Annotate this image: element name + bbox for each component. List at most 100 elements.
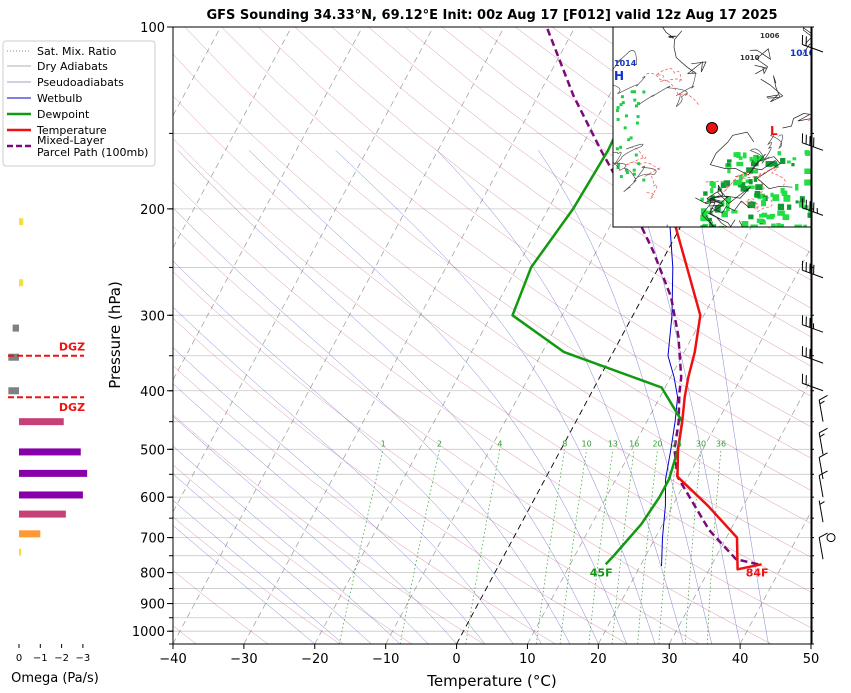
pseudoadiabat (173, 525, 315, 644)
map-precip (761, 200, 766, 207)
barb-full (818, 532, 828, 538)
map-precip (746, 167, 754, 174)
barb-full (818, 470, 828, 476)
mixing-ratio-line (611, 449, 635, 644)
map-contour (613, 50, 646, 95)
map-precip (633, 98, 637, 102)
map-precip (637, 162, 641, 166)
barb-full (818, 395, 828, 401)
map-precip (777, 210, 785, 216)
isotherm-line (243, 27, 576, 644)
map-precip (633, 90, 637, 94)
barb-half (819, 400, 825, 405)
barb-full (818, 427, 828, 434)
omega-bar (12, 324, 19, 332)
mixing-ratio-labels: 1 2 4 8 10 13 16 20 24 30 36 (381, 439, 726, 448)
legend-label: Wetbulb (37, 92, 82, 105)
mixing-ratio-label: 2 (437, 439, 442, 448)
barb-full (801, 133, 804, 143)
barb-full (805, 347, 807, 357)
map-precip (735, 152, 741, 158)
pseudoadiabat (173, 347, 486, 644)
barb-full (809, 263, 811, 273)
dry-adiabat (221, 27, 811, 459)
pseudoadiabat (248, 150, 627, 644)
dry-adiabats (173, 27, 811, 644)
map-precip (725, 201, 730, 207)
legend-label: Mixed-Layer (37, 134, 105, 147)
omega-panel: 0 −1 −2 −3 DGZ DGZ Omega (Pa/s) (8, 218, 99, 686)
map-precip (701, 210, 707, 217)
barb-full (809, 317, 811, 328)
dry-adiabat (294, 27, 811, 397)
x-tick-label: 20 (590, 652, 607, 667)
map-precip (703, 191, 708, 196)
map-precip (742, 152, 747, 159)
map-border (701, 197, 724, 227)
wind-barb (818, 395, 828, 422)
isotherm-line (173, 27, 505, 644)
map-precip (615, 147, 619, 151)
pseudoadiabat (687, 150, 769, 644)
omega-bar (19, 469, 88, 477)
map-precip (700, 225, 707, 227)
omega-bar (8, 387, 19, 395)
map-precip (756, 218, 764, 224)
y-tick-label: 500 (140, 443, 165, 458)
pseudoadiabats (173, 150, 769, 644)
surface-label: 84F (746, 567, 769, 580)
pseudoadiabat (173, 499, 344, 644)
y-tick-label: 100 (140, 21, 165, 36)
mixing-ratio-label: 24 (672, 439, 682, 448)
plot-frame (172, 26, 812, 645)
map-contour (705, 166, 786, 193)
wind-barb (801, 133, 824, 151)
map-precip (803, 224, 807, 227)
map-precip (700, 197, 704, 202)
map-contour (735, 174, 773, 213)
omega-tick-label: −2 (54, 653, 69, 664)
map-precip (738, 156, 743, 160)
pseudoadiabat (177, 150, 599, 644)
map-precip (761, 212, 768, 217)
map-precip (761, 193, 765, 199)
dry-adiabat (173, 138, 811, 593)
legend-label: Parcel Path (100mb) (37, 146, 148, 159)
dry-adiabat (368, 27, 811, 338)
mixing-ratio-line (637, 449, 658, 644)
barb-staff (818, 457, 824, 480)
barb-staff (802, 269, 824, 279)
map-precip (798, 200, 805, 208)
map-precip (804, 168, 811, 175)
omega-bar (19, 218, 24, 226)
isotherm-line (810, 643, 811, 644)
dry-adiabat (173, 570, 269, 644)
wind-barb (801, 346, 824, 364)
map-precip (786, 160, 791, 164)
map-precip (624, 114, 628, 118)
omega-bar (19, 448, 81, 456)
map-precip (741, 221, 749, 227)
legend-label: Sat. Mix. Ratio (37, 45, 117, 58)
omega-bar (19, 530, 41, 538)
map-precip (731, 210, 738, 214)
dry-adiabat (173, 414, 484, 644)
mixing-ratio-line (706, 449, 722, 644)
map-label: 1010 (740, 54, 760, 62)
wind-barb (801, 198, 824, 216)
map-label: L (770, 124, 778, 138)
map-precip (791, 162, 795, 167)
dry-adiabat (173, 181, 811, 628)
map-border (751, 156, 793, 190)
mixing-ratio-label: 20 (652, 439, 662, 448)
map-precip (616, 106, 620, 110)
map-precip (770, 192, 774, 197)
map-precip (765, 161, 772, 167)
map-precip (748, 179, 753, 184)
barb-full (809, 136, 811, 146)
x-axis-ticks: −40 −30 −20 −10 0 10 20 30 40 50 (159, 644, 819, 667)
map-precip (762, 197, 766, 202)
pseudoadiabat (436, 150, 684, 644)
dry-adiabat (258, 27, 811, 428)
pseudoadiabat (173, 207, 571, 644)
